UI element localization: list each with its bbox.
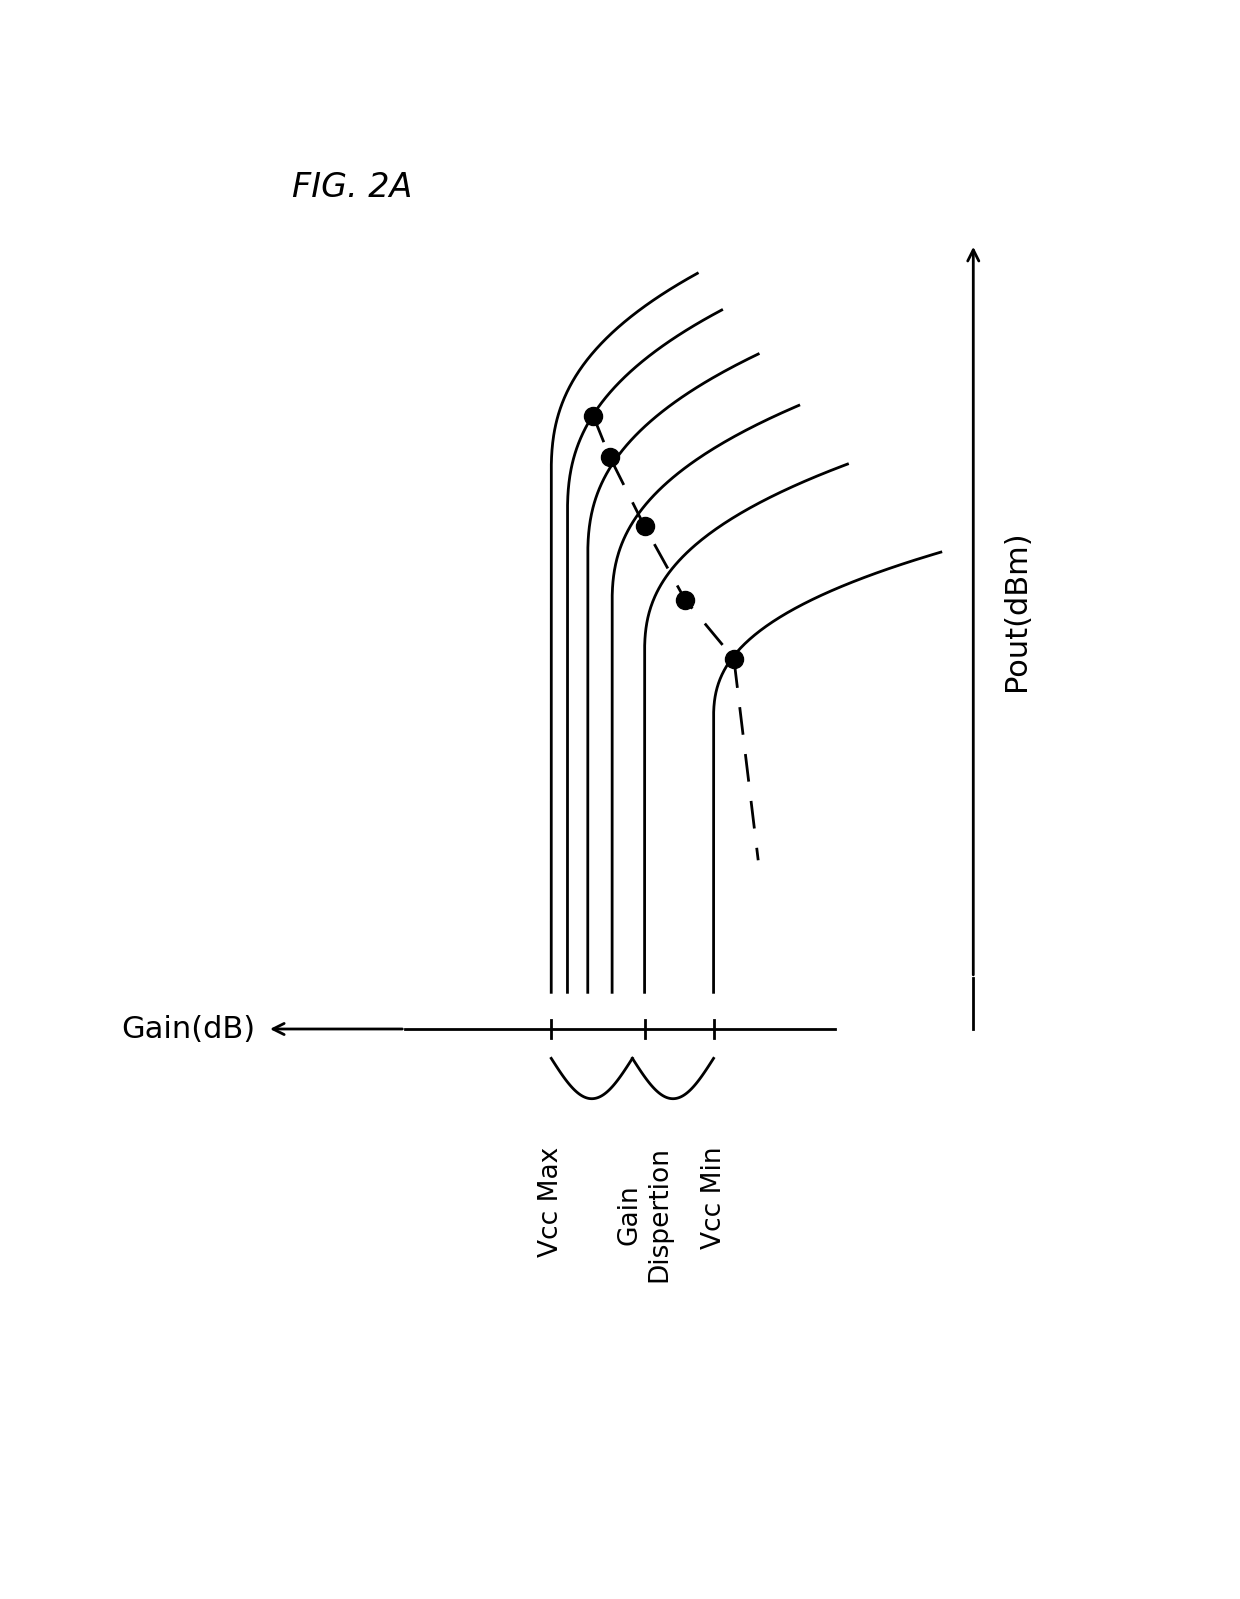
- Text: Pout(dBm): Pout(dBm): [1002, 531, 1030, 691]
- Text: Gain
Dispertion: Gain Dispertion: [616, 1146, 672, 1282]
- Text: Vcc Max: Vcc Max: [538, 1146, 564, 1257]
- Text: Gain(dB): Gain(dB): [120, 1014, 255, 1044]
- Text: FIG. 2A: FIG. 2A: [291, 171, 412, 203]
- Text: Vcc Min: Vcc Min: [701, 1146, 727, 1249]
